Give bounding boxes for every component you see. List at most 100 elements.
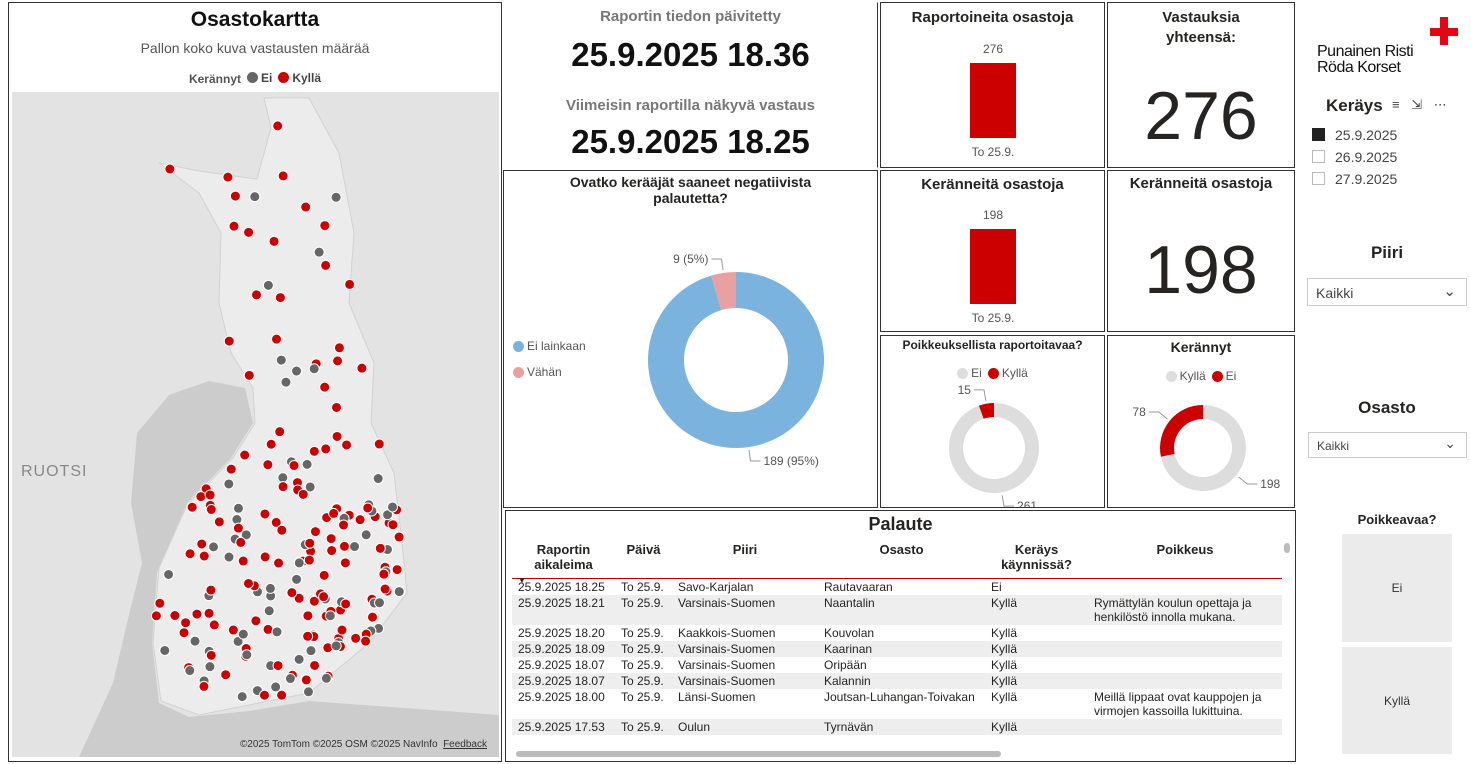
table-row[interactable]: 25.9.2025 17.53 To 25.9. Oulun Tyrnävän Kyll… [512, 719, 1282, 735]
map-dot [205, 649, 217, 661]
dropdown[interactable]: Kaikki ⌄ [1308, 432, 1467, 458]
map-dot [381, 585, 393, 597]
table-row[interactable]: 25.9.2025 18.25 To 25.9. Savo-Karjalan Raut… [512, 579, 1282, 596]
table-row[interactable]: 25.9.2025 18.09 To 25.9. Varsinais-Suomen K… [512, 641, 1282, 657]
table-row[interactable]: 25.9.2025 18.07 To 25.9. Varsinais-Suomen O… [512, 657, 1282, 673]
column-header[interactable]: Päivä [626, 542, 661, 557]
map-dot [277, 481, 289, 493]
table-cell [1088, 719, 1282, 735]
map-dot [322, 642, 334, 654]
map-dot [203, 590, 215, 602]
data-label: 9 (5%) [673, 252, 708, 266]
latest-label: Viimeisin raportilla näkyvä vastaus [565, 97, 816, 114]
v-scrollbar[interactable] [1284, 543, 1290, 553]
map-dot [241, 649, 253, 661]
table-cell: Joutsan-Luhangan-Toivakan [824, 690, 975, 704]
map-dot [374, 542, 386, 554]
checkbox[interactable] [1312, 128, 1325, 141]
checkbox[interactable] [1312, 172, 1325, 185]
table-cell: To 25.9. [615, 641, 672, 657]
slicer-button[interactable]: Kyllä [1342, 647, 1452, 754]
map-dot [324, 610, 336, 622]
map-dot [322, 670, 334, 682]
map-dot [360, 628, 372, 640]
map-dot [354, 514, 366, 526]
leader-line [973, 389, 987, 401]
column-header[interactable]: Keräys käynnissä? [1001, 542, 1072, 572]
updated-label: Raportin tiedon päivitetty [600, 8, 781, 25]
chevron: ⌄ [1444, 435, 1456, 451]
panel-title: Keränneitä osastoja [921, 176, 1064, 193]
slicer-title: Osasto [1358, 398, 1416, 417]
map-dot [393, 586, 405, 598]
column-header[interactable]: Osasto [879, 542, 924, 557]
table-cell: Rautavaaran [824, 580, 893, 594]
checkbox[interactable] [1312, 150, 1325, 163]
map-dot [302, 686, 314, 698]
map-dot [240, 650, 252, 662]
map-dot [228, 220, 240, 232]
column-header[interactable]: Raportin aikaleima [534, 542, 593, 572]
map-dot [280, 376, 292, 388]
map-dot [320, 610, 332, 622]
legend-label: Vähän [527, 365, 562, 379]
map-dot [379, 583, 391, 595]
slicer-button[interactable]: Ei [1342, 534, 1452, 642]
map-dot [250, 615, 262, 627]
map-dot [198, 680, 210, 692]
map-dot [291, 365, 303, 377]
table-cell: Kyllä [991, 690, 1018, 704]
map-dot [286, 669, 298, 681]
donut-segment [978, 403, 994, 419]
column-header[interactable]: Piiri [732, 542, 758, 557]
map-dot [250, 289, 262, 301]
table-cell: Kyllä [985, 673, 1088, 689]
map-dot [178, 627, 190, 639]
table-row[interactable]: 25.9.2025 18.00 To 25.9. Länsi-Suomen Jouts… [512, 689, 1282, 719]
slicer-icons[interactable]: ≡ ⇲ ⋯ [1392, 97, 1451, 112]
map-dot [277, 170, 289, 182]
map-dot [338, 519, 350, 531]
legend-items: Ei Kyllä [244, 70, 324, 88]
map-dot [373, 438, 385, 450]
dropdown[interactable]: Kaikki ⌄ [1307, 278, 1467, 306]
legend-item: Ei [957, 366, 982, 380]
table-cell: 25.9.2025 18.09 [512, 641, 615, 657]
table-row[interactable]: 25.9.2025 18.07 To 25.9. Varsinais-Suomen K… [512, 673, 1282, 689]
option-label[interactable]: 27.9.2025 [1335, 171, 1398, 187]
map-dot [331, 430, 343, 442]
feedback-link[interactable]: Feedback [443, 739, 487, 750]
option-label[interactable]: 25.9.2025 [1335, 127, 1398, 143]
table-cell: To 25.9. [621, 626, 664, 640]
option-label[interactable]: 26.9.2025 [1335, 149, 1398, 165]
chart: 198 To 25.9. [970, 208, 1016, 325]
map-dot [336, 624, 348, 636]
table-cell [1088, 579, 1282, 596]
sidebar: Punainen Risti Röda Korset Keräys ≡ ⇲ ⋯ … [1297, 0, 1471, 764]
legend-title: Kerännyt [188, 72, 241, 86]
map-land [12, 92, 499, 757]
table-body: 25.9.2025 18.25 To 25.9. Savo-Karjalan Raut… [512, 579, 1282, 735]
panel-title: Kerännyt [1170, 339, 1232, 355]
map-dot [195, 491, 207, 503]
table-cell: Varsinais-Suomen [678, 658, 776, 672]
legend-label: Kyllä [1001, 366, 1028, 380]
data-label: 198 [1260, 477, 1280, 491]
table-scroll[interactable]: Raportin aikaleima Päivä Piiri Osasto Keräys… [512, 542, 1284, 750]
map-dot [232, 502, 244, 514]
table-cell: Kyllä [985, 595, 1088, 625]
slicer-title: Keräys [1326, 96, 1383, 115]
map-dot [259, 508, 271, 520]
map-dot [270, 516, 282, 528]
legend-item: Ei lainkaan [513, 339, 586, 353]
column-header[interactable]: Poikkeus [1156, 542, 1214, 557]
map-dot [271, 626, 283, 638]
map-dot [332, 355, 344, 367]
map-dot [159, 644, 171, 656]
table-row[interactable]: 25.9.2025 18.21 To 25.9. Varsinais-Suomen N… [512, 595, 1282, 625]
map-dot [204, 499, 216, 511]
h-scrollbar[interactable] [516, 751, 1001, 757]
table-cell: To 25.9. [621, 690, 664, 704]
table-row[interactable]: 25.9.2025 18.20 To 25.9. Kaakkois-Suomen Ko… [512, 625, 1282, 641]
map-dot [265, 590, 277, 602]
